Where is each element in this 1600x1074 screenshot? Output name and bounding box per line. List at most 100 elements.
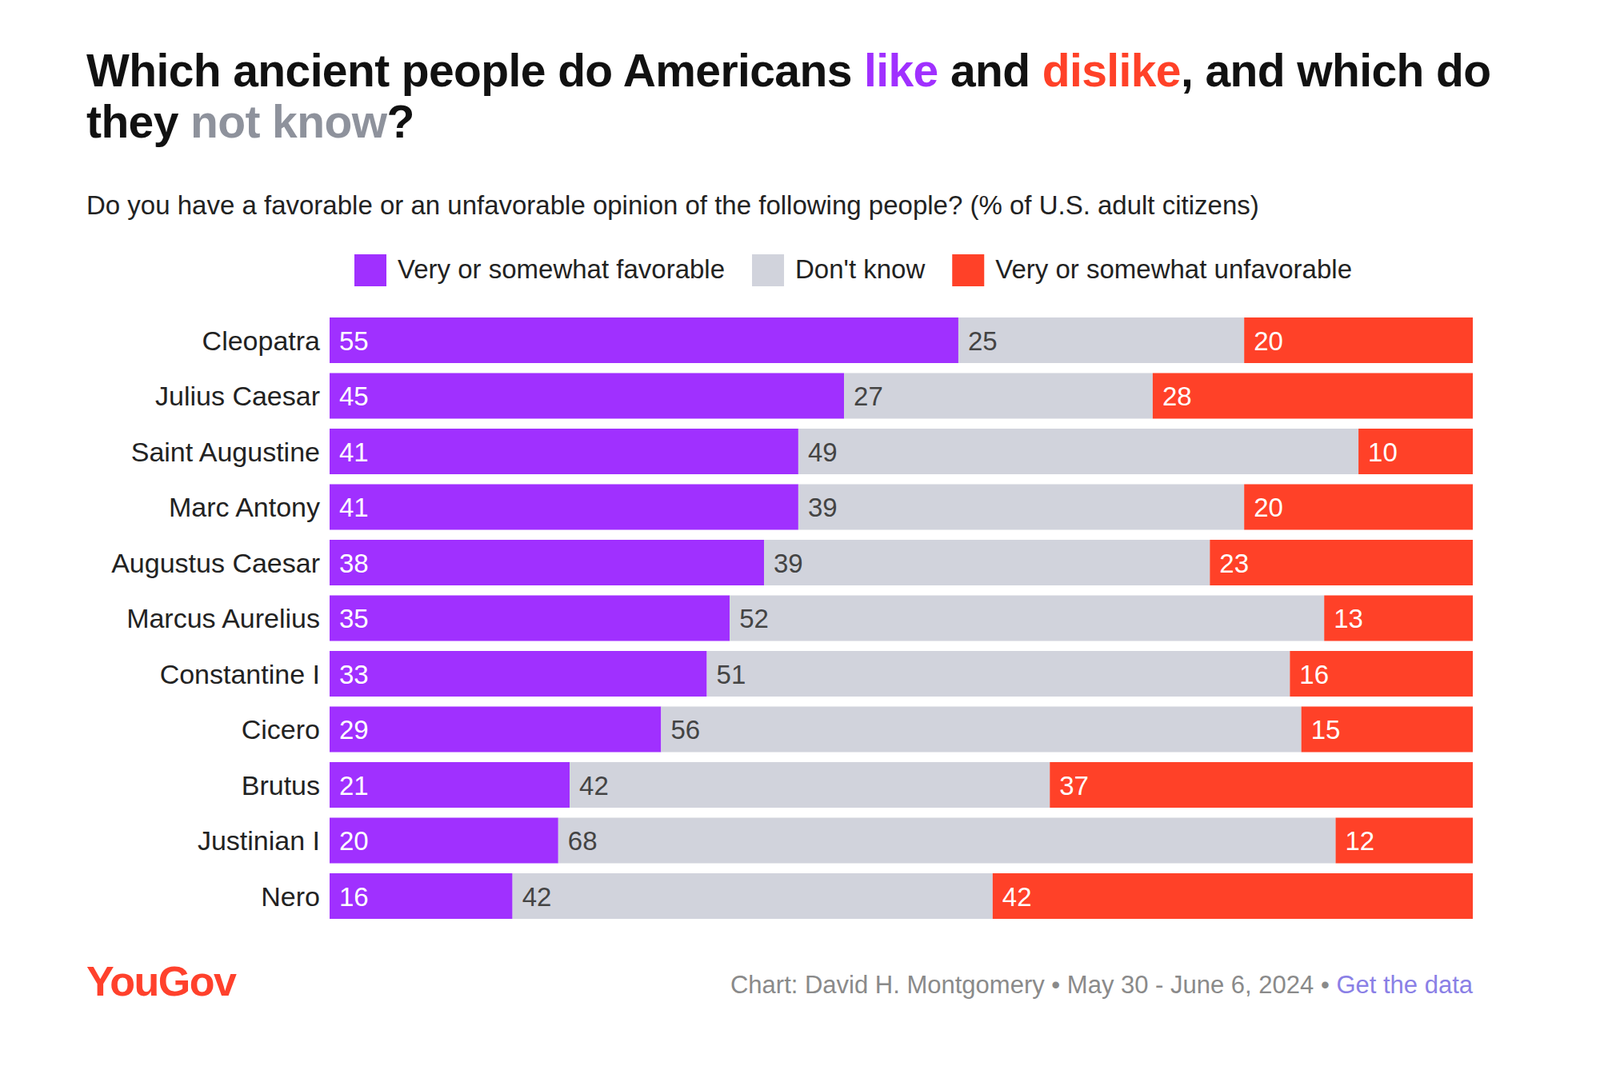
bar-segment — [958, 317, 1244, 364]
category-label: Marcus Aurelius — [126, 603, 320, 634]
category-labels: Cleopatra Julius Caesar Saint Augustine Mar… — [111, 325, 320, 912]
category-label: Nero — [260, 881, 320, 912]
data-label: 16 — [339, 882, 369, 912]
data-label: 12 — [1345, 826, 1376, 856]
category-label: Cleopatra — [202, 325, 321, 356]
bar-segment — [1244, 484, 1473, 531]
data-label: 21 — [339, 771, 369, 801]
data-label: 20 — [339, 826, 369, 856]
data-label: 52 — [739, 604, 769, 634]
data-label: 37 — [1059, 771, 1089, 801]
source: Chart: David H. Montgomery • May 30 - Ju… — [730, 971, 1474, 1000]
data-label: 25 — [968, 326, 998, 356]
bar-segment — [1324, 596, 1473, 642]
bar-segment — [764, 540, 1210, 586]
title-segment: not know — [190, 96, 387, 148]
bar-segment — [660, 707, 1301, 753]
legend-label: Very or somewhat unfavorable — [995, 254, 1352, 284]
data-label: 35 — [339, 604, 369, 634]
bar-segment — [707, 651, 1291, 697]
data-label: 42 — [579, 771, 609, 801]
data-label: 49 — [808, 437, 838, 468]
category-label: Justinian I — [197, 825, 320, 856]
bar-segment — [329, 484, 799, 531]
data-label: 41 — [339, 437, 369, 468]
bar-segment — [329, 818, 559, 864]
category-label: Constantine I — [160, 659, 320, 690]
data-label: 42 — [1002, 882, 1032, 912]
data-label: 39 — [773, 548, 804, 579]
legend-swatch — [752, 254, 784, 287]
legend-label: Very or somewhat favorable — [397, 254, 725, 284]
category-label: Julius Caesar — [155, 380, 320, 412]
bar-segment — [329, 707, 661, 753]
bar-segment — [1358, 428, 1473, 475]
bar-segment — [1336, 818, 1473, 864]
bar-segment — [1289, 651, 1473, 697]
data-label: 56 — [670, 715, 700, 745]
category-label: Augustus Caesar — [111, 548, 320, 579]
bar-segment — [798, 484, 1244, 531]
chart: Do you have a favorable or an unfavorabl… — [0, 0, 1600, 1074]
bar-segment — [1244, 317, 1473, 364]
data-label: 13 — [1333, 604, 1364, 634]
bar-segment — [329, 651, 708, 697]
data-label: 28 — [1162, 381, 1192, 412]
bar-segment — [569, 762, 1050, 808]
bar-segment — [1209, 540, 1473, 586]
title-segment: ? — [386, 96, 414, 148]
category-label: Marc Antony — [168, 492, 320, 523]
bar-segment — [1301, 707, 1473, 753]
bar-segment — [729, 596, 1324, 642]
legend-swatch — [952, 254, 984, 287]
data-label: 55 — [339, 326, 369, 356]
data-label: 15 — [1311, 715, 1341, 745]
data-label: 51 — [716, 660, 747, 690]
data-label: 29 — [339, 715, 369, 745]
subtitle: Do you have a favorable or an unfavorabl… — [86, 190, 1260, 220]
source-text: Chart: David H. Montgomery • May 30 - Ju… — [730, 971, 1336, 1000]
data-label: 23 — [1219, 548, 1249, 579]
bar-segment — [798, 428, 1359, 475]
data-label: 27 — [853, 381, 884, 412]
data-label: 45 — [339, 381, 369, 412]
bar-segment — [329, 596, 730, 642]
title: Which ancient people do Americans like a… — [86, 44, 1503, 148]
category-label: Brutus — [241, 770, 320, 801]
bar-segment — [1152, 373, 1473, 420]
bar-segment — [992, 873, 1473, 920]
data-label: 20 — [1253, 326, 1284, 356]
data-label: 20 — [1253, 492, 1284, 523]
bar-segment — [329, 317, 959, 364]
data-labels: 55 25 20 45 27 28 41 49 10 41 39 20 38 39 23 35 52 13 33 51… — [339, 326, 1398, 912]
legend-label: Don't know — [795, 254, 925, 284]
title-segment: Which ancient people do Americans — [86, 44, 864, 96]
bar-segment — [329, 540, 764, 586]
title-segment: and — [938, 44, 1043, 96]
data-label: 68 — [568, 826, 598, 856]
data-label: 41 — [339, 492, 369, 523]
category-label: Cicero — [241, 714, 320, 745]
data-label: 42 — [522, 882, 552, 912]
category-label: Saint Augustine — [131, 436, 320, 468]
data-label: 16 — [1299, 660, 1329, 690]
bar-segment — [844, 373, 1153, 420]
data-label: 33 — [339, 660, 369, 690]
bar-segment — [1049, 762, 1473, 808]
data-label: 38 — [339, 548, 369, 579]
source-link[interactable]: Get the data — [1336, 971, 1473, 1000]
bar-segment — [329, 428, 799, 475]
bar-segment — [329, 762, 570, 808]
bar-segment — [558, 818, 1336, 864]
logo: YouGov — [86, 958, 237, 1005]
bars — [329, 317, 1473, 920]
bar-segment — [512, 873, 993, 920]
bar-segment — [329, 873, 513, 920]
title-segment: like — [864, 44, 939, 96]
legend-swatch — [354, 254, 387, 287]
title-segment: dislike — [1042, 44, 1181, 96]
data-label: 10 — [1368, 437, 1398, 468]
data-label: 39 — [808, 492, 838, 523]
legend: Very or somewhat favorable Don't know Very… — [354, 254, 1352, 287]
bar-segment — [329, 373, 844, 420]
